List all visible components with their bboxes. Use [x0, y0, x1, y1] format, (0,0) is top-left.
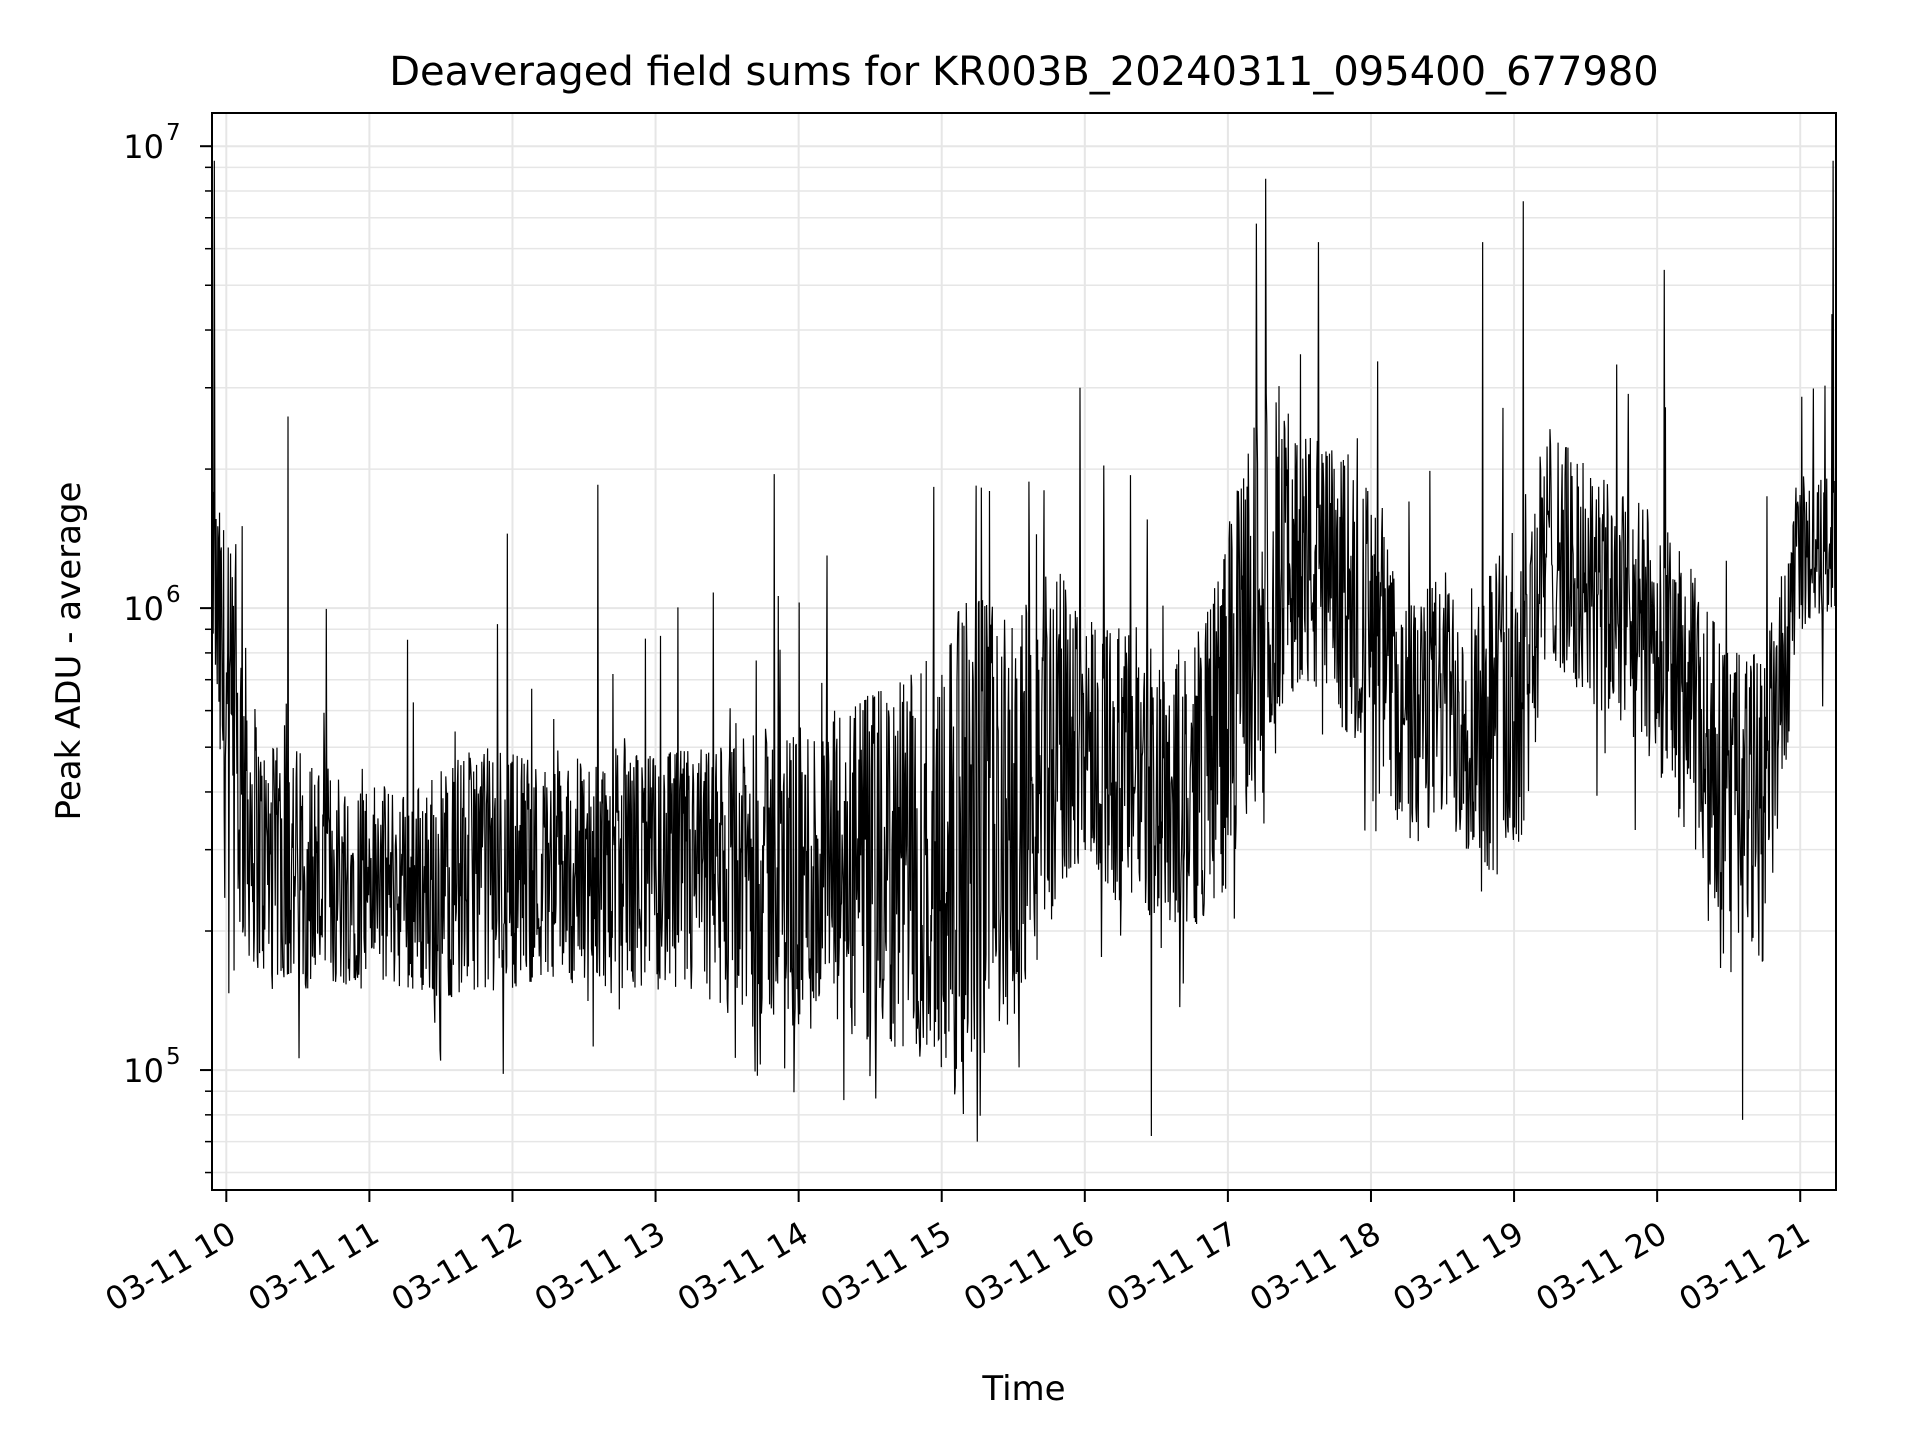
- y-tick-exponent: 6: [166, 582, 181, 608]
- y-tick-label: 10: [123, 590, 164, 628]
- y-tick-label: 10: [123, 1052, 164, 1090]
- series-line: [212, 160, 1836, 1142]
- y-axis-label: Peak ADU - average: [49, 482, 89, 821]
- series-layer: [212, 160, 1836, 1142]
- x-axis-label: Time: [981, 1369, 1065, 1409]
- chart-title: Deaveraged field sums for KR003B_2024031…: [389, 49, 1659, 95]
- axes-frame: [211, 112, 1837, 1191]
- y-tick-exponent: 5: [166, 1044, 181, 1070]
- y-tick-exponent: 7: [166, 120, 181, 146]
- grid: [212, 113, 1836, 1190]
- y-tick-label: 10: [123, 128, 164, 166]
- plot-area: [212, 160, 1836, 1142]
